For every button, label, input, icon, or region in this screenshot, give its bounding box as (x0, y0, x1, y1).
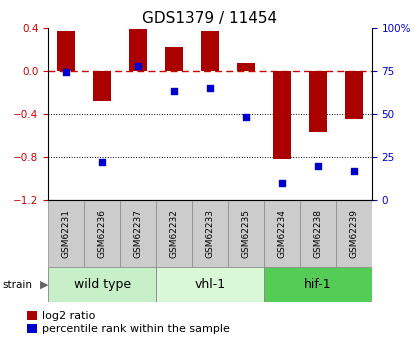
Title: GDS1379 / 11454: GDS1379 / 11454 (142, 11, 278, 27)
Bar (309, 71, 327, 132)
Legend: log2 ratio, percentile rank within the sample: log2 ratio, percentile rank within the s… (26, 311, 230, 334)
Point (207, 85, 213, 91)
Bar (165, 47, 183, 71)
Point (135, 63, 142, 68)
Bar (273, 71, 291, 159)
Point (315, 163, 321, 168)
Bar (192, 200, 228, 267)
Bar (57, 31, 75, 71)
Bar (120, 200, 156, 267)
Bar (48, 200, 84, 267)
Text: GSM62237: GSM62237 (134, 209, 143, 258)
Text: GSM62231: GSM62231 (62, 209, 71, 258)
Bar (336, 200, 372, 267)
Bar (84, 200, 120, 267)
Text: GSM62239: GSM62239 (349, 209, 358, 258)
Text: GSM62234: GSM62234 (277, 209, 286, 258)
Bar (264, 200, 300, 267)
Text: ▶: ▶ (40, 280, 48, 289)
Bar (264, 267, 372, 302)
Bar (156, 267, 264, 302)
Bar (93, 71, 111, 101)
Text: GSM62238: GSM62238 (313, 209, 322, 258)
Text: hif-1: hif-1 (304, 278, 332, 291)
Bar (129, 29, 147, 71)
Point (171, 89, 177, 94)
Point (63, 70, 70, 75)
Text: vhl-1: vhl-1 (194, 278, 226, 291)
Point (99, 159, 105, 165)
Bar (228, 200, 264, 267)
Bar (156, 200, 192, 267)
Text: strain: strain (2, 280, 32, 289)
Point (243, 115, 249, 120)
Bar (237, 63, 255, 71)
Point (350, 168, 357, 174)
Bar (48, 267, 156, 302)
Point (278, 180, 285, 186)
Bar (300, 200, 336, 267)
Text: GSM62232: GSM62232 (170, 209, 178, 258)
Bar (345, 71, 363, 119)
Text: GSM62236: GSM62236 (98, 209, 107, 258)
Text: GSM62233: GSM62233 (205, 209, 215, 258)
Text: GSM62235: GSM62235 (241, 209, 250, 258)
Bar (201, 31, 219, 71)
Text: wild type: wild type (74, 278, 131, 291)
